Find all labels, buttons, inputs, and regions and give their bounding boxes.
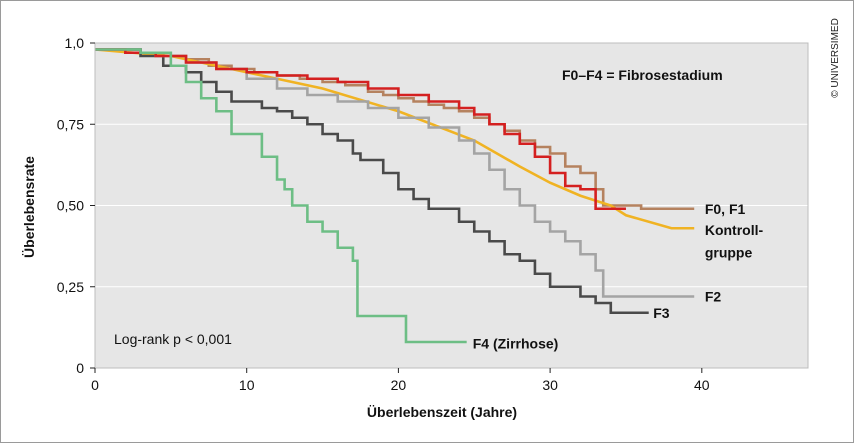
series-label: Kontroll- xyxy=(705,222,764,238)
series-label: F0, F1 xyxy=(705,201,746,217)
fibrosis-stage-note: F0–F4 = Fibrosestadium xyxy=(562,67,723,83)
x-tick-label: 0 xyxy=(91,377,99,393)
series-line-f0-f1 xyxy=(95,48,626,211)
x-tick-label: 10 xyxy=(239,377,255,393)
x-tick-label: 40 xyxy=(694,377,710,393)
series-line-f3 xyxy=(95,48,649,315)
tick-labels: 0 10 20 30 40 0 0,25 0,50 0,75 1,0 xyxy=(57,35,710,393)
series-label: F2 xyxy=(705,289,722,305)
x-tick-label: 30 xyxy=(542,377,558,393)
series-label: gruppe xyxy=(705,245,753,261)
y-axis-label: Überlebensrate xyxy=(21,156,37,258)
series-label: F4 (Zirrhose) xyxy=(473,336,559,352)
y-tick-label: 0,50 xyxy=(57,198,84,214)
axes xyxy=(90,42,809,373)
y-tick-label: 0 xyxy=(76,360,84,376)
series-labels: F0, F1 Kontroll-gruppe F2 F3 F4 (Zirrhose) xyxy=(473,201,764,352)
copyright-notice: © UNIVERSIMED xyxy=(830,18,841,98)
y-tick-label: 0,25 xyxy=(57,279,84,295)
series-line-f4-zirrhose xyxy=(95,48,467,344)
series-line-f0-f1 xyxy=(95,48,695,211)
x-tick-label: 20 xyxy=(391,377,407,393)
x-axis-label: Überlebenszeit (Jahre) xyxy=(367,404,517,420)
y-tick-label: 1,0 xyxy=(65,35,85,51)
series-label: F3 xyxy=(653,305,670,321)
logrank-note: Log-rank p < 0,001 xyxy=(114,331,232,347)
series-layer xyxy=(94,48,695,344)
y-tick-label: 0,75 xyxy=(57,116,84,132)
